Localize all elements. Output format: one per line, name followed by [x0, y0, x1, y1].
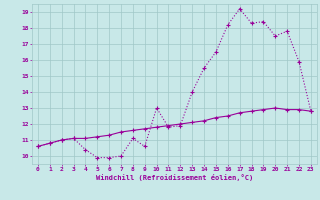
X-axis label: Windchill (Refroidissement éolien,°C): Windchill (Refroidissement éolien,°C)	[96, 174, 253, 181]
